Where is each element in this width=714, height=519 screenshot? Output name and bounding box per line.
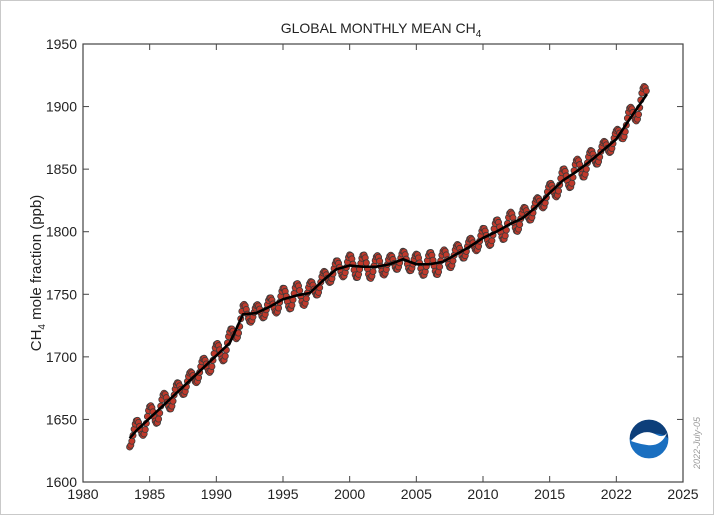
x-tick-label: 2025 — [667, 486, 698, 502]
monthly-point — [155, 415, 163, 423]
title-subscript: 4 — [476, 29, 482, 40]
ylabel-suffix: mole fraction (ppb) — [28, 195, 45, 324]
y-tick-label: 1800 — [46, 224, 77, 240]
monthly-point — [516, 220, 524, 228]
x-tick-label: 2010 — [467, 486, 498, 502]
y-tick-label: 1650 — [46, 411, 77, 427]
plot-area — [82, 43, 684, 483]
x-tick-label: 1980 — [67, 486, 98, 502]
ylabel-prefix: CH — [28, 330, 45, 352]
monthly-points-layer — [126, 82, 650, 451]
monthly-point — [436, 263, 444, 271]
noaa-logo — [628, 418, 670, 460]
x-tick-label: 1995 — [267, 486, 298, 502]
monthly-point — [642, 87, 650, 95]
x-tick-label: 2015 — [534, 486, 565, 502]
y-tick-label: 1750 — [46, 286, 77, 302]
monthly-point — [555, 187, 563, 195]
y-tick-label: 1900 — [46, 99, 77, 115]
trend-line-layer — [128, 93, 649, 440]
y-tick-label: 1700 — [46, 349, 77, 365]
monthly-point — [221, 352, 229, 360]
axis-ticks: 1980 1985 1990 1995 2000 2005 2010 2015 2022 2025… — [46, 36, 699, 502]
y-tick-label: 1600 — [46, 474, 77, 490]
date-stamp: 2022-July-05 — [692, 416, 702, 470]
trend-line — [128, 93, 649, 440]
monthly-point — [275, 304, 283, 312]
y-tick-label: 1950 — [46, 36, 77, 52]
monthly-point — [128, 437, 136, 445]
x-tick-label: 2000 — [334, 486, 365, 502]
monthly-point — [362, 259, 370, 267]
monthly-point — [568, 179, 576, 187]
monthly-point — [296, 287, 304, 295]
y-axis-label: CH4 mole fraction (ppb) — [28, 195, 48, 351]
monthly-point — [141, 426, 149, 434]
monthly-point — [635, 110, 643, 118]
monthly-point — [302, 295, 310, 303]
x-tick-label: 1990 — [201, 486, 232, 502]
monthly-point — [208, 362, 216, 370]
monthly-point — [488, 237, 496, 245]
title-main: GLOBAL MONTHLY MEAN CH — [281, 20, 476, 36]
x-tick-label: 2005 — [401, 486, 432, 502]
chart-title: GLOBAL MONTHLY MEAN CH4 — [281, 20, 482, 40]
x-tick-label: 2022 — [601, 486, 632, 502]
ylabel-subscript: 4 — [37, 324, 48, 330]
x-tick-label: 1985 — [134, 486, 165, 502]
y-tick-label: 1850 — [46, 161, 77, 177]
monthly-point — [369, 267, 377, 275]
monthly-point — [501, 232, 509, 240]
